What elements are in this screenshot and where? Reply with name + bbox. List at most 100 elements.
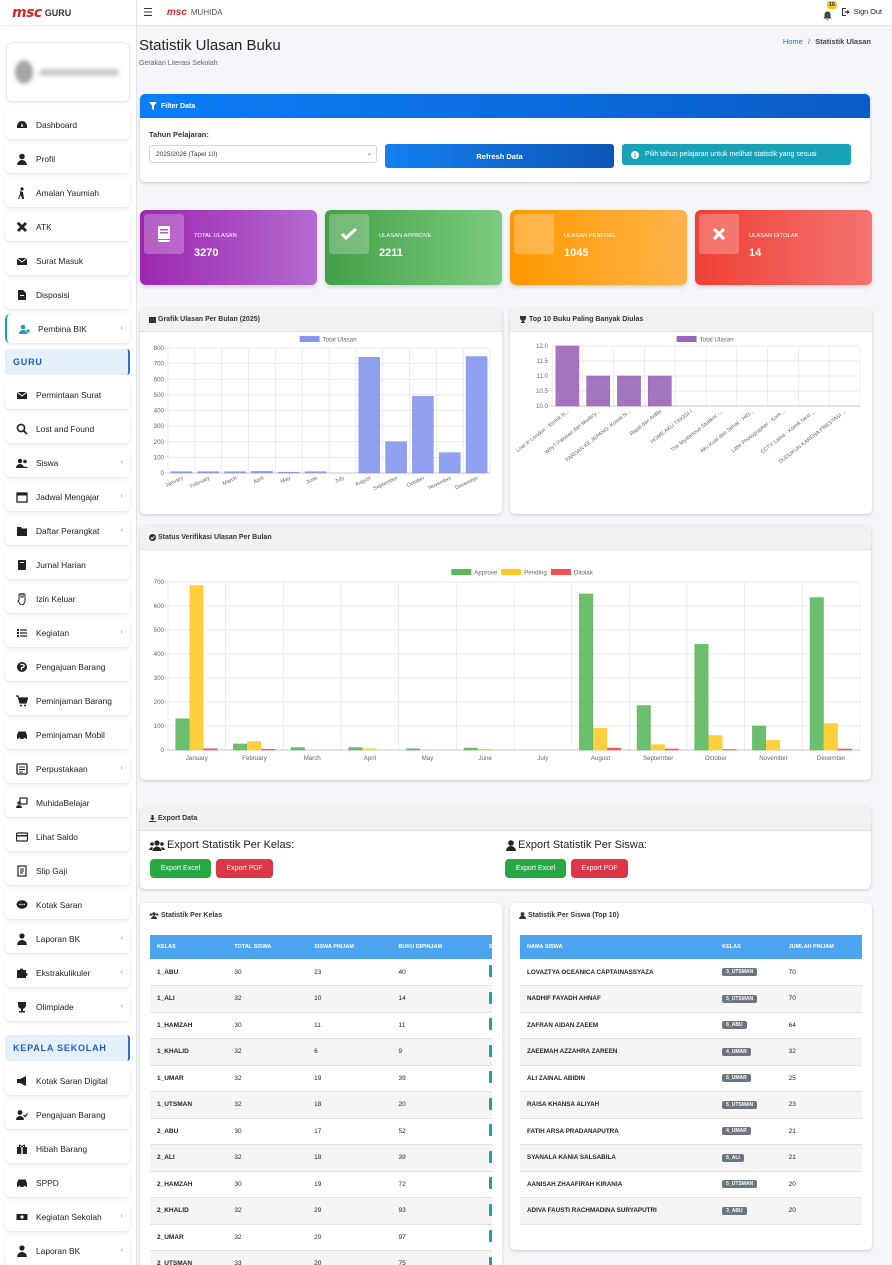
bar[interactable] (348, 747, 363, 751)
bar[interactable] (593, 728, 608, 751)
bar[interactable] (175, 718, 190, 751)
sidebar-item-amalan-yaumiah[interactable]: Amalan Yaumiah (5, 178, 130, 207)
bar[interactable] (607, 747, 622, 751)
bar[interactable] (385, 441, 407, 474)
column-header[interactable]: SISWA PINJAM (307, 935, 392, 959)
legend-label[interactable]: Ditolak (574, 570, 594, 577)
legend-label[interactable]: Pending (524, 570, 547, 577)
sidebar-item-kotak-saran[interactable]: Kotak Saran (5, 890, 130, 919)
bar[interactable] (823, 723, 838, 751)
sidebar-item-pengajuan-barang[interactable]: Pengajuan Barang (5, 652, 130, 681)
bar[interactable] (251, 471, 273, 474)
bar[interactable] (752, 725, 767, 751)
bar[interactable] (261, 748, 276, 751)
bar[interactable] (304, 471, 327, 474)
breadcrumb-home[interactable]: Home (782, 37, 803, 46)
sidebar-item-profil[interactable]: Profil (5, 144, 130, 173)
sidebar-item-kegiatan-sekolah[interactable]: Kegiatan Sekolah ‹ (5, 1202, 130, 1231)
sidebar-item-kotak-saran-digital[interactable]: Kotak Saran Digital (5, 1066, 130, 1095)
refresh-data-button[interactable]: Refresh Data (385, 144, 614, 168)
sidebar-item-peminjaman-mobil[interactable]: Peminjaman Mobil (5, 720, 130, 749)
column-header[interactable]: BUKU DIPINJAM (391, 935, 482, 959)
export-siswa-pdf-button[interactable]: Export PDF (571, 859, 628, 878)
sidebar-item-peminjaman-barang[interactable]: Peminjaman Barang (5, 686, 130, 715)
bar[interactable] (555, 345, 580, 407)
sidebar-item-siswa[interactable]: Siswa ‹ (5, 448, 130, 477)
sidebar-item-sppd[interactable]: SPPD (5, 1168, 130, 1197)
column-header[interactable]: S (481, 935, 492, 959)
bar[interactable] (586, 375, 611, 407)
bar[interactable] (664, 748, 679, 751)
export-kelas-pdf-button[interactable]: Export PDF (216, 859, 273, 878)
bar[interactable] (290, 747, 305, 751)
column-header[interactable]: TOTAL SISWA (227, 935, 308, 959)
sidebar-item-perpustakaan[interactable]: Perpustakaan ‹ (5, 754, 130, 783)
sidebar-item-laporan-bk[interactable]: Laporan BK ‹ (5, 924, 130, 953)
bar[interactable] (406, 748, 421, 751)
hamburger-menu-icon[interactable]: ☰ (143, 7, 153, 19)
sidebar-item-muhidabelajar[interactable]: MuhidaBelajar (5, 788, 130, 817)
sidebar-item-disposisi[interactable]: Disposisi (5, 280, 130, 309)
bar[interactable] (650, 744, 665, 751)
sidebar-item-hibah-barang[interactable]: Hibah Barang (5, 1134, 130, 1163)
bar[interactable] (170, 471, 193, 474)
sidebar-item-lost-and-found[interactable]: Lost and Found (5, 414, 130, 443)
export-siswa-excel-button[interactable]: Export Excel (505, 859, 566, 878)
legend-swatch[interactable] (550, 569, 571, 575)
bar[interactable] (224, 471, 246, 474)
bar[interactable] (412, 396, 434, 474)
bar[interactable] (233, 743, 248, 751)
sidebar-item-pembina-bik[interactable]: Pembina BIK ‹ (5, 314, 130, 343)
column-header[interactable]: KELAS (150, 935, 228, 959)
bar[interactable] (766, 740, 781, 751)
legend-swatch[interactable] (676, 336, 697, 342)
column-header[interactable]: JUMLAH PINJAM (781, 935, 862, 959)
sidebar-item-surat-masuk[interactable]: Surat Masuk (5, 246, 130, 275)
bar[interactable] (617, 375, 641, 407)
sidebar-item-ekstrakulikuler[interactable]: Ekstrakulikuler ‹ (5, 958, 130, 987)
sign-out-button[interactable]: Sign Out (841, 7, 882, 16)
sidebar-item-laporan-bk[interactable]: Laporan BK ‹ (5, 1236, 130, 1265)
user-profile-panel[interactable] (6, 42, 130, 102)
sidebar-item-jadwal-mengajar[interactable]: Jadwal Mengajar ‹ (5, 482, 130, 511)
sidebar-item-kegiatan[interactable]: Kegiatan ‹ (5, 618, 130, 647)
sidebar-logo[interactable]: msc GURU (0, 0, 136, 26)
column-header[interactable]: KELAS (715, 935, 782, 959)
bar[interactable] (647, 375, 672, 407)
sidebar-item-dashboard[interactable]: Dashboard (5, 110, 130, 139)
tahun-pelajaran-select[interactable]: 2025/2026 (Tapel 10) ⌄ (149, 145, 377, 163)
sidebar-item-lihat-saldo[interactable]: Lihat Saldo (5, 822, 130, 851)
bar[interactable] (189, 585, 204, 751)
bar[interactable] (477, 748, 492, 751)
column-header[interactable]: NAMA SISWA (520, 935, 716, 959)
bar[interactable] (579, 593, 594, 751)
bar[interactable] (197, 471, 220, 474)
legend-label[interactable]: Total Ulasan (323, 337, 358, 344)
bar[interactable] (465, 356, 488, 474)
sidebar-item-izin-keluar[interactable]: Izin Keluar (5, 584, 130, 613)
sidebar-item-jurnal-harian[interactable]: Jurnal Harian (5, 550, 130, 579)
legend-label[interactable]: Total Ulasan (700, 337, 735, 344)
bar[interactable] (277, 471, 300, 474)
sidebar-item-pengajuan-barang[interactable]: Pengajuan Barang (5, 1100, 130, 1129)
legend-swatch[interactable] (501, 569, 522, 575)
bar[interactable] (809, 597, 824, 751)
bar[interactable] (694, 644, 709, 751)
notification-bell-icon[interactable] (823, 8, 832, 26)
bar[interactable] (247, 741, 262, 751)
legend-swatch[interactable] (299, 336, 320, 342)
export-kelas-excel-button[interactable]: Export Excel (150, 859, 211, 878)
bar[interactable] (362, 748, 377, 751)
sidebar-item-atk[interactable]: ATK (5, 212, 130, 241)
legend-swatch[interactable] (451, 569, 472, 575)
legend-label[interactable]: Approve (474, 570, 498, 577)
bar[interactable] (837, 748, 852, 751)
sidebar-item-olimpiade[interactable]: Olimpiade ‹ (5, 992, 130, 1021)
sidebar-item-slip-gaji[interactable]: Slip Gaji (5, 856, 130, 885)
bar[interactable] (636, 705, 651, 751)
bar[interactable] (463, 747, 478, 751)
sidebar-item-daftar-perangkat[interactable]: Daftar Perangkat ‹ (5, 516, 130, 545)
bar[interactable] (203, 748, 218, 751)
bar[interactable] (358, 357, 381, 474)
bar[interactable] (438, 452, 461, 474)
